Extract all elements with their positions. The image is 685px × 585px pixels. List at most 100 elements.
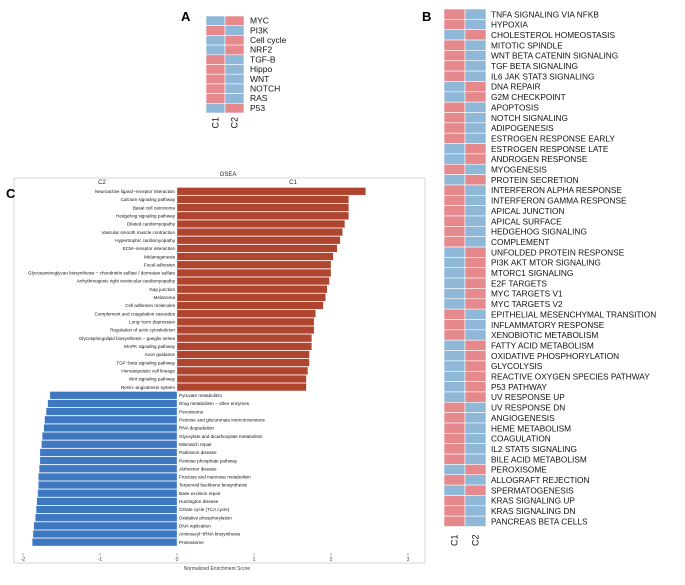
heatmap-b-cell xyxy=(443,474,466,486)
x-tick-label: -2 xyxy=(21,557,26,563)
heatmap-a-cell xyxy=(224,103,245,114)
heatmap-a-cell xyxy=(224,54,245,65)
heatmap-b-row-label: APICAL JUNCTION xyxy=(491,206,564,216)
heatmap-a-cell xyxy=(205,73,226,85)
heatmap-b-row-label: ANGIOGENESIS xyxy=(491,413,555,423)
gsea-bar-label: Regulation of actin cytoskeleton xyxy=(110,328,175,333)
heatmap-b-cell xyxy=(464,422,487,434)
gsea-bar xyxy=(176,293,326,302)
heatmap-a-cell xyxy=(224,73,245,85)
heatmap-b-cell xyxy=(443,163,466,175)
gsea-bar-label: Aminoacyl−tRNA biosynthesis xyxy=(179,532,241,537)
heatmap-b-cell xyxy=(443,391,466,403)
heatmap-b-cell xyxy=(443,81,466,93)
gsea-bar xyxy=(39,456,178,465)
heatmap-b-col-label: C1 xyxy=(450,535,460,547)
gsea-bar xyxy=(32,530,178,538)
gsea-bar-label: Pentose phosphate pathway xyxy=(179,458,238,463)
gsea-bar xyxy=(37,489,178,498)
gsea-bar xyxy=(49,391,178,400)
heatmap-b: B TNFA SIGNALING VIA NFKBHYPOXIACHOLESTER… xyxy=(422,8,656,547)
heatmap-b-row-label: E2F TARGETS xyxy=(491,278,547,288)
gsea-bar xyxy=(176,383,307,392)
heatmap-b-cell xyxy=(464,319,487,331)
heatmap-b-row-label: KRAS SIGNALING DN xyxy=(491,506,575,516)
heatmap-b-cell xyxy=(443,319,466,331)
gsea-bar xyxy=(47,399,178,408)
heatmap-a-row-label: P53 xyxy=(250,103,265,113)
heatmap-a-row-label: Hippo xyxy=(250,64,272,74)
heatmap-b-cell xyxy=(464,277,487,289)
heatmap-b-row-label: TGF BETA SIGNALING xyxy=(491,61,578,71)
gsea-bar-label: Terpenoid backbone biosynthesis xyxy=(179,483,248,488)
heatmap-b-row-label: MITOTIC SPINDLE xyxy=(491,40,563,50)
heatmap-b-row-label: HEDGEHOG SIGNALING xyxy=(491,227,587,237)
heatmap-b-cell xyxy=(443,401,466,413)
gsea-bar-label: Oxidative phosphorylation xyxy=(179,515,232,520)
gsea-bar-label: Glycosphingolipid biosynthesis − ganglio… xyxy=(79,336,176,341)
heatmap-a-cell xyxy=(205,54,226,65)
heatmap-a-cell xyxy=(224,44,245,56)
panel-c-label: C xyxy=(6,186,16,201)
gsea-bar xyxy=(176,301,324,310)
gsea-bar-label: Gap junction xyxy=(149,287,175,292)
heatmap-b-row-label: HYPOXIA xyxy=(491,20,528,30)
gsea-bar xyxy=(32,538,178,547)
heatmap-a-cell xyxy=(205,15,226,26)
heatmap-b-cell xyxy=(443,184,466,196)
gsea-bar-label: MAPK signaling pathway xyxy=(124,344,176,349)
gsea-bar xyxy=(35,513,178,522)
heatmap-b-row-label: MYC TARGETS V2 xyxy=(491,299,563,309)
gsea-bar-label: DNA replication xyxy=(179,524,211,529)
heatmap-a-cell xyxy=(224,83,245,94)
gsea-bar-label: Huntington disease xyxy=(179,499,219,504)
gsea-bar-label: Peroxisome xyxy=(179,409,204,414)
heatmap-b-cell xyxy=(464,226,487,238)
heatmap-b-row-label: APOPTOSIS xyxy=(491,102,539,112)
heatmap-b-row-label: DNA REPAIR xyxy=(491,82,541,92)
heatmap-b-row-label: IL2 STAT5 SIGNALING xyxy=(491,444,577,454)
gsea-bar xyxy=(176,375,307,383)
heatmap-b-col-label: C2 xyxy=(471,535,481,547)
gsea-bar-label: Complement and coagulation cascades xyxy=(95,311,176,316)
heatmap-b-cell xyxy=(464,215,487,227)
heatmap-a-row-label: PI3K xyxy=(250,25,269,35)
heatmap-b-cell xyxy=(443,143,466,155)
heatmap-a-row-label: Cell cycle xyxy=(250,35,287,45)
gsea-bar-label: Calcium signaling pathway xyxy=(121,197,176,202)
gsea-bar-label: Hedgehog signaling pathway xyxy=(116,213,176,218)
heatmap-b-row-label: PI3K AKT MTOR SIGNALING xyxy=(491,258,601,268)
gsea-bar-label: Pyruvate metabolism xyxy=(179,393,222,398)
heatmap-b-cell xyxy=(464,391,487,403)
gsea-bar xyxy=(176,260,332,269)
heatmap-b-cell xyxy=(464,288,487,300)
heatmap-b-row-label: KRAS SIGNALING UP xyxy=(491,496,575,506)
heatmap-b-cell xyxy=(464,143,487,155)
heatmap-b-cell xyxy=(443,29,466,41)
x-tick-label: 3 xyxy=(407,557,410,563)
heatmap-b-cell xyxy=(464,174,487,186)
gsea-bar-label: Hematopoietic cell lineage xyxy=(121,368,175,373)
heatmap-b-cell xyxy=(443,257,466,269)
x-tick-label: 2 xyxy=(330,557,333,563)
heatmap-b-cell xyxy=(464,267,487,279)
heatmap-b-cell xyxy=(443,288,466,300)
heatmap-b-cell xyxy=(443,433,466,445)
gsea-bar-label: Proteasome xyxy=(179,540,204,545)
gsea-bar-label: Glyoxylate and dicarboxylate metabolism xyxy=(179,434,263,439)
gsea-bar xyxy=(36,497,178,506)
heatmap-b-cell xyxy=(443,174,466,186)
heatmap-b-cell xyxy=(443,308,466,320)
heatmap-b-cell xyxy=(464,350,487,362)
x-tick-label: 0 xyxy=(176,557,179,563)
heatmap-b-cell xyxy=(443,350,466,362)
heatmap-b-row-label: P53 PATHWAY xyxy=(491,382,547,392)
heatmap-b-cell xyxy=(464,112,487,124)
heatmap-b-row-label: IL6 JAK STAT3 SIGNALING xyxy=(491,71,594,81)
heatmap-b-cell xyxy=(443,8,466,20)
heatmap-b-row-label: PEROXISOME xyxy=(491,465,547,475)
heatmap-b-cell xyxy=(464,236,487,248)
heatmap-b-cell xyxy=(443,153,466,165)
